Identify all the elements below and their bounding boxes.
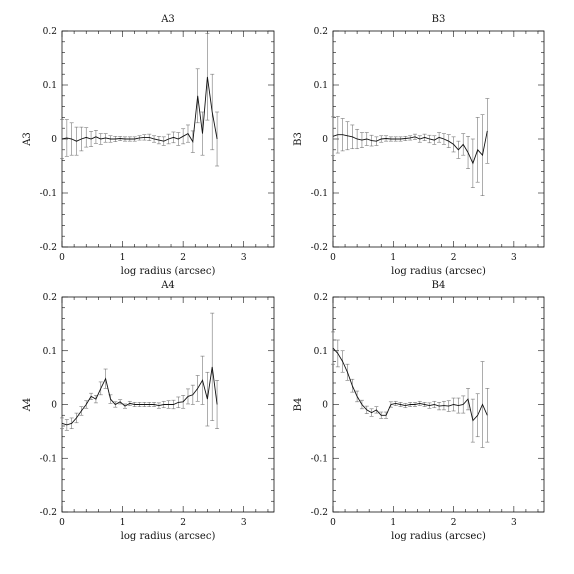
y-tick-label: 0 [51, 401, 57, 411]
x-axis-label: log radius (arcsec) [121, 266, 216, 277]
plot-frame [332, 296, 545, 513]
y-tick-label: -0.1 [40, 189, 57, 199]
y-tick-label: -0.1 [311, 454, 328, 464]
y-tick-label: 0.1 [43, 347, 57, 357]
y-tick-label: 0.2 [314, 293, 328, 303]
y-axis-label: B4 [293, 398, 304, 412]
y-tick-label: -0.2 [311, 243, 328, 253]
x-tick-label: 3 [241, 518, 247, 528]
x-tick-label: 2 [451, 253, 457, 263]
x-tick-label: 1 [390, 518, 396, 528]
y-tick-label: 0 [51, 135, 57, 145]
x-tick-label: 1 [120, 253, 126, 263]
x-tick-label: 0 [330, 253, 336, 263]
x-tick-label: 0 [59, 518, 65, 528]
x-tick-label: 1 [120, 518, 126, 528]
y-tick-label: 0.2 [43, 27, 57, 37]
y-tick-label: 0.2 [43, 293, 57, 303]
x-tick-label: 3 [511, 253, 517, 263]
series-line [332, 130, 488, 165]
y-tick-label: 0 [322, 401, 328, 411]
y-tick-label: -0.1 [311, 189, 328, 199]
x-tick-label: 3 [241, 253, 247, 263]
y-tick-label: 0.1 [314, 81, 328, 91]
y-tick-label: -0.2 [311, 508, 328, 518]
x-tick-label: 2 [180, 253, 186, 263]
series-line [61, 366, 218, 426]
x-tick-label: 2 [180, 518, 186, 528]
chart-panel-b3: 0 1 2 3 0.2 0.1 0 -0.1 -0.2 B3 log radius (arcsec)… [293, 14, 545, 277]
chart-panel-a3: 0 1 2 3 0.2 0.1 0 -0.1 -0.2 A3 log radius (arcsec)… [22, 14, 275, 277]
x-axis-label: log radius (arcsec) [391, 266, 486, 277]
y-tick-label: 0.2 [314, 27, 328, 37]
y-axis-label: A3 [22, 132, 33, 147]
y-tick-label: 0 [322, 135, 328, 145]
panel-title: A3 [160, 14, 175, 25]
x-tick-label: 2 [451, 518, 457, 528]
panel-title: B4 [432, 280, 446, 291]
y-tick-label: -0.2 [40, 508, 57, 518]
panel-title: B3 [432, 14, 446, 25]
series-line [61, 76, 218, 144]
y-axis-label: B3 [293, 132, 304, 146]
chart-panel-a4: 0 1 2 3 0.2 0.1 0 -0.1 -0.2 A4 log radius (arcsec)… [22, 280, 275, 542]
x-axis-label: log radius (arcsec) [121, 531, 216, 542]
y-axis-label: A4 [22, 398, 33, 413]
x-tick-label: 1 [390, 253, 396, 263]
panel-title: A4 [160, 280, 175, 291]
x-tick-label: 0 [330, 518, 336, 528]
x-tick-label: 3 [511, 518, 517, 528]
series-line [332, 347, 488, 422]
y-tick-label: 0.1 [43, 81, 57, 91]
x-axis-label: log radius (arcsec) [391, 531, 486, 542]
x-tick-label: 0 [59, 253, 65, 263]
chart-panel-b4: 0 1 2 3 0.2 0.1 0 -0.1 -0.2 B4 log radius (arcsec)… [293, 280, 545, 542]
plot-frame [332, 30, 545, 248]
y-tick-label: -0.2 [40, 243, 57, 253]
y-tick-label: 0.1 [314, 347, 328, 357]
y-tick-label: -0.1 [40, 454, 57, 464]
